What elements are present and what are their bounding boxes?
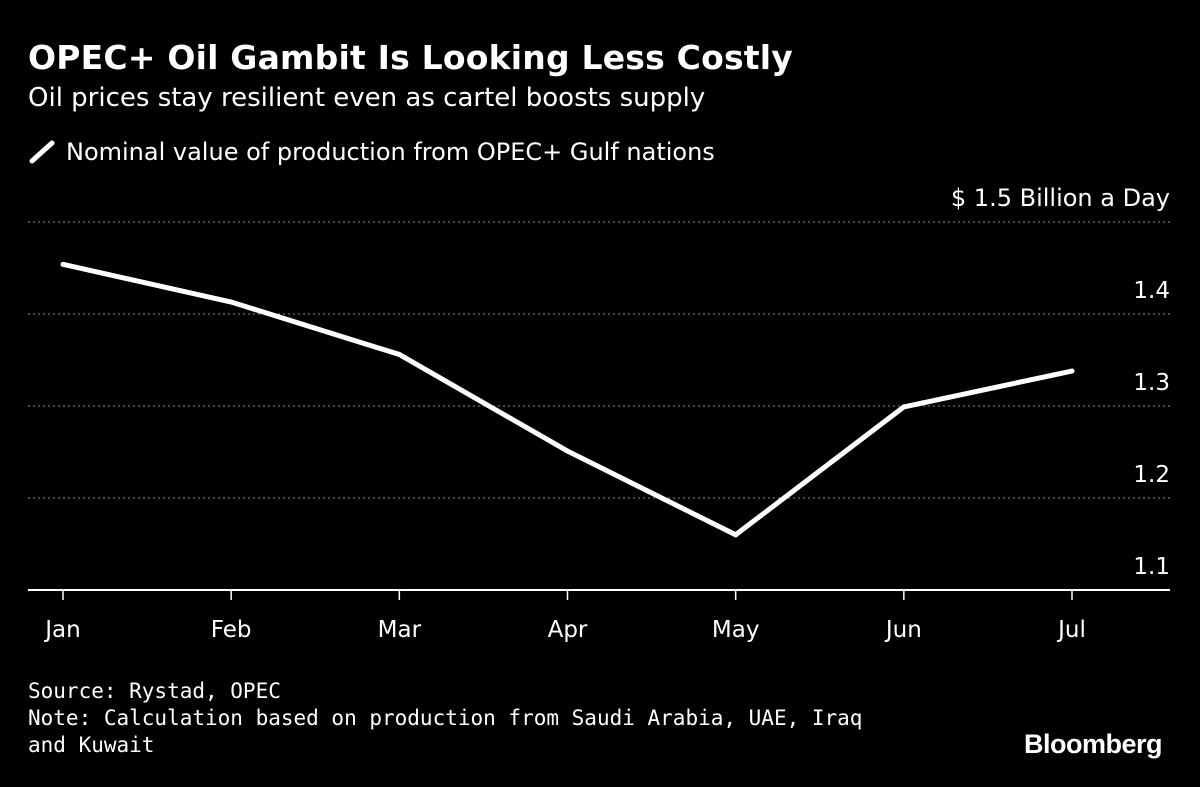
x-tick-label-apr: Apr: [548, 617, 588, 643]
legend-line-icon: [29, 140, 55, 164]
source-text: Source: Rystad, OPEC: [28, 679, 281, 703]
x-tick-label-feb: Feb: [211, 617, 252, 643]
x-tick-label-mar: Mar: [378, 617, 422, 643]
x-tick-label-may: May: [712, 617, 760, 643]
y-tick-label-1-1: 1.1: [1133, 554, 1170, 580]
y-axis-unit-label: $ 1.5 Billion a Day: [951, 184, 1170, 212]
source-notes: Source: Rystad, OPEC Note: Calculation b…: [28, 678, 862, 759]
data-point-feb: [228, 299, 234, 305]
data-point-mar: [396, 351, 402, 357]
series-line-production-value: [62, 261, 1073, 538]
data-point-may: [733, 532, 739, 538]
note-line-1: Note: Calculation based on production fr…: [28, 706, 863, 730]
y-tick-label-1-2: 1.2: [1133, 462, 1170, 488]
y-tick-labels: 1.4 1.3 1.2 1.1: [1133, 278, 1170, 580]
bloomberg-logo: Bloomberg: [1024, 729, 1163, 759]
data-points: [60, 261, 1075, 538]
data-point-jul: [1069, 368, 1075, 374]
x-tick-label-jan: Jan: [43, 617, 80, 643]
data-point-jun: [901, 404, 907, 410]
y-tick-label-1-3: 1.3: [1133, 370, 1170, 396]
legend: Nominal value of production from OPEC+ G…: [28, 138, 715, 166]
note-line-2: and Kuwait: [28, 733, 155, 757]
data-point-jan: [60, 261, 66, 267]
grid-lines: [28, 221, 1170, 499]
x-ticks: Jan Feb Mar Apr May Jun Jul: [43, 590, 1086, 643]
x-tick-label-jul: Jul: [1056, 617, 1086, 643]
chart-subtitle: Oil prices stay resilient even as cartel…: [28, 83, 706, 113]
data-point-apr: [565, 448, 570, 454]
y-tick-label-1-4: 1.4: [1133, 278, 1170, 304]
chart-title: OPEC+ Oil Gambit Is Looking Less Costly: [28, 38, 793, 77]
legend-label: Nominal value of production from OPEC+ G…: [66, 138, 715, 166]
x-tick-label-jun: Jun: [884, 617, 922, 643]
